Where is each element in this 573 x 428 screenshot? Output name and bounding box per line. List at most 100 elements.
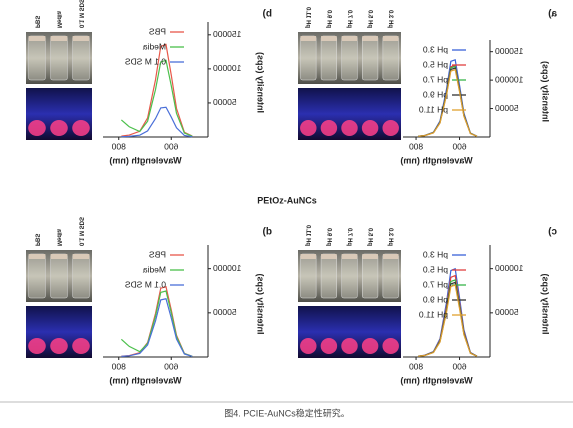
x-axis-title: Wavelength (nm) [109, 155, 181, 165]
legend-label: pH 3.0 [423, 44, 448, 54]
panel-label: c) [548, 227, 557, 238]
y-tick-label: 150000 [495, 46, 524, 56]
y-axis-title: Intensity (cps) [256, 273, 266, 334]
x-tick-label: 800 [409, 361, 423, 371]
vial [362, 35, 379, 81]
vial-cap [321, 36, 337, 41]
panel: 50000 100000 150000 600 800 Wavelength (nm) In… [298, 6, 557, 165]
vial-label: pH 3.0 [387, 227, 393, 246]
legend-label: pH 7.0 [423, 279, 448, 289]
uv-glow [361, 120, 379, 136]
vial-label: 0.1 M SDS [77, 217, 83, 246]
uv-glow [28, 338, 46, 354]
vial [362, 253, 379, 299]
vial [341, 253, 358, 299]
series-line [120, 290, 193, 357]
vial-label: pH 9.0 [325, 227, 331, 246]
vial-label: Media [55, 228, 61, 246]
uv-glow [50, 338, 68, 354]
series-line [120, 59, 193, 137]
vial-label: pH 11.0 [305, 224, 311, 246]
vial [300, 35, 317, 81]
y-tick-label: 50000 [495, 307, 519, 317]
uv-glow [72, 120, 90, 136]
uv-glow [28, 120, 46, 136]
uv-glow [320, 120, 338, 136]
x-tick-label: 600 [164, 361, 178, 371]
legend-label: pH 9.0 [423, 294, 448, 304]
y-tick-label: 50000 [213, 307, 237, 317]
vial-cap [72, 36, 90, 41]
legend-label: 0.1 M SDS [125, 279, 166, 289]
uv-glow [382, 120, 399, 136]
x-axis-title: Wavelength (nm) [400, 375, 472, 385]
vial-cap [382, 254, 399, 259]
x-tick-label: 800 [111, 141, 125, 151]
x-tick-label: 800 [409, 141, 423, 151]
vial-label: pH 5.0 [367, 227, 373, 246]
vial [50, 35, 68, 81]
uv-glow [300, 120, 317, 136]
legend-label: pH 5.0 [423, 264, 448, 274]
vial-cap [300, 36, 317, 41]
y-axis-title: Intensity (cps) [256, 52, 266, 113]
uv-glow [361, 338, 379, 354]
y-tick-label: 50000 [495, 103, 519, 113]
x-tick-label: 800 [111, 361, 125, 371]
vial-label: pH 7.0 [346, 227, 352, 246]
vial-label: pH 7.0 [346, 9, 352, 28]
y-axis-title: Intensity (cps) [541, 273, 551, 334]
x-tick-label: 600 [164, 141, 178, 151]
vial-cap [382, 36, 399, 41]
vial [320, 35, 337, 81]
series-line [121, 106, 193, 138]
uv-glow [320, 338, 338, 354]
series-line [121, 298, 193, 357]
legend-label: 0.1 M SDS [125, 56, 166, 66]
figure-title: PEtOz-AuNCs [257, 195, 317, 205]
x-tick-label: 600 [452, 141, 466, 151]
vial-cap [341, 36, 358, 41]
legend-label: pH 7.0 [423, 74, 448, 84]
vial-cap [341, 254, 358, 259]
vial-label: Media [55, 10, 61, 28]
panel: 50000 100000 600 800 Wavelength (nm) Intensit… [26, 217, 272, 385]
legend-label: PBS [149, 26, 166, 36]
vial [300, 253, 317, 299]
panel-label: a) [548, 9, 557, 20]
vial [72, 35, 90, 81]
panel-label: b) [263, 9, 272, 20]
caption: 图4. PCIE-AuNCs稳定性研究。 [224, 407, 350, 418]
series-line [121, 43, 193, 137]
vial [50, 253, 68, 299]
legend-label: pH 11.0 [419, 104, 448, 114]
y-tick-label: 100000 [213, 63, 242, 73]
vial-label: PBS [33, 16, 39, 28]
panel-label: d) [263, 227, 272, 238]
vial [320, 253, 337, 299]
legend-label: Media [143, 41, 166, 51]
y-axis-title: Intensity (cps) [541, 61, 551, 122]
uv-glow [72, 338, 90, 354]
vial-cap [28, 254, 46, 259]
vial-label: pH 3.0 [387, 9, 393, 28]
series-line [121, 285, 193, 357]
vial-cap [72, 254, 90, 259]
x-tick-label: 600 [452, 361, 466, 371]
panel: 50000 100000 150000 600 800 Wavelength (nm) In… [26, 0, 272, 165]
vial-cap [362, 254, 378, 259]
vial [28, 253, 46, 299]
legend-label: pH 11.0 [419, 309, 448, 319]
series-line [418, 284, 478, 357]
uv-glow [50, 120, 68, 136]
vial-label: pH 11.0 [305, 6, 311, 28]
legend-label: pH 9.0 [423, 89, 448, 99]
x-axis-title: Wavelength (nm) [400, 155, 472, 165]
vial-cap [362, 36, 378, 41]
y-tick-label: 100000 [495, 74, 524, 84]
legend-label: PBS [149, 249, 166, 259]
uv-glow [300, 338, 317, 354]
vial-cap [28, 36, 46, 41]
vial-label: pH 9.0 [325, 9, 331, 28]
